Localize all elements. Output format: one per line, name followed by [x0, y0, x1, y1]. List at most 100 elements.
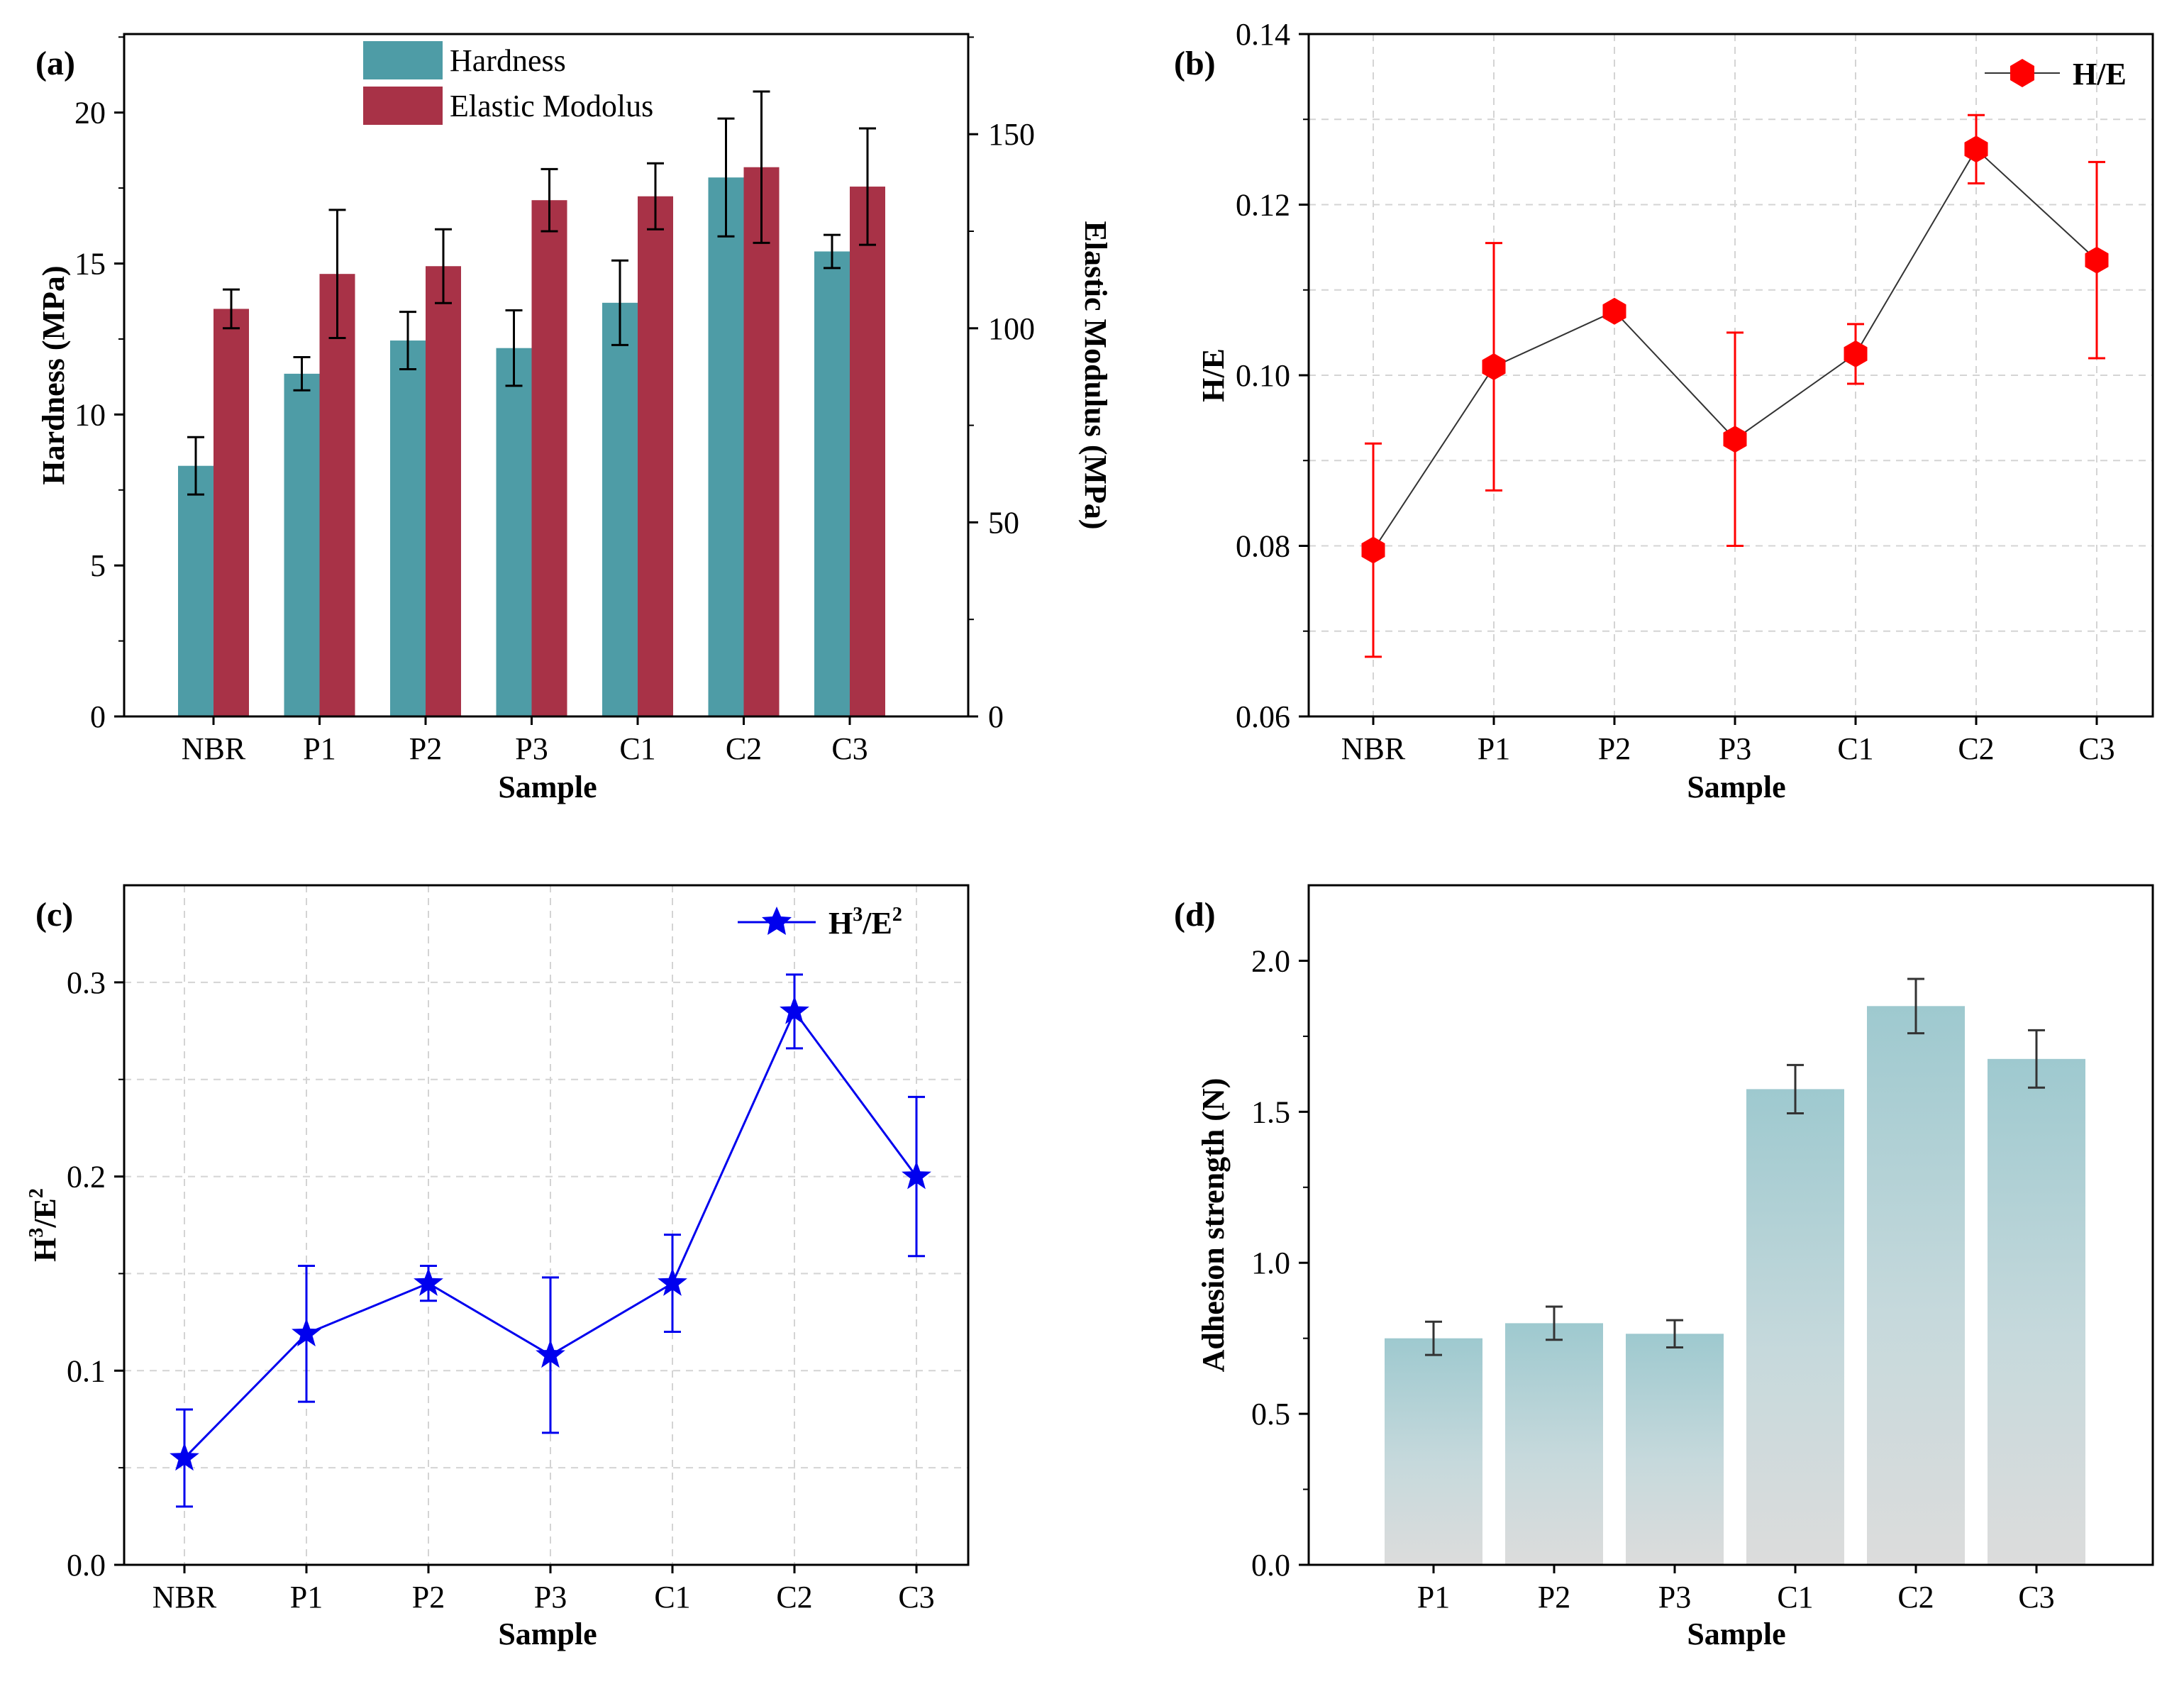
point-marker-P3 [1723, 426, 1747, 453]
x-tick-label-C2: C2 [1958, 731, 1994, 766]
bar-hardness-NBR [178, 465, 214, 716]
bar-adhesion-P2 [1505, 1323, 1603, 1565]
panel-a-frame [123, 33, 970, 718]
y-tick-label-0.3: 0.3 [67, 965, 106, 1000]
x-tick-label-NBR: NBR [153, 1580, 217, 1614]
panel-d-y-axis-title: Adhesion strength (N) [1196, 1078, 1231, 1373]
panel-c-label: (c) [35, 896, 73, 934]
bar-hardness-C1 [602, 302, 638, 716]
x-tick-label-C1: C1 [619, 731, 655, 766]
x-tick-label-P3: P3 [1658, 1580, 1691, 1614]
y2-tick-label-150: 150 [988, 117, 1035, 152]
panel-a-y-axis-title: Hardness (MPa) [36, 265, 71, 484]
x-tick-label-P3: P3 [534, 1580, 567, 1614]
x-tick-label-P1: P1 [303, 731, 336, 766]
bar-adhesion-C2 [1867, 1006, 1965, 1565]
bar-modulus-P1 [319, 274, 355, 716]
y-tick-label-0.12: 0.12 [1236, 188, 1290, 223]
panel-d-x-axis-title: Sample [1687, 1617, 1785, 1651]
y-tick-label-0.06: 0.06 [1236, 699, 1290, 734]
y-tick-label-0: 0 [90, 699, 106, 734]
panel-c-y-axis-title: H3/E2 [26, 1188, 62, 1262]
panel-a-y2-axis-title: Elastic Modulus (MPa) [1078, 221, 1113, 529]
y-tick-label-1.0: 1.0 [1251, 1246, 1290, 1280]
point-marker-NBR [170, 1442, 199, 1471]
x-tick-label-P3: P3 [1719, 731, 1751, 766]
x-tick-label-C2: C2 [776, 1580, 812, 1614]
y-tick-label-0.2: 0.2 [67, 1160, 106, 1195]
point-marker-P2 [414, 1268, 443, 1296]
y2-tick-label-0: 0 [988, 699, 1004, 734]
panel-c-x-axis-title: Sample [498, 1617, 597, 1651]
bar-hardness-C2 [708, 177, 744, 717]
panel-b-label: (b) [1174, 45, 1216, 82]
x-tick-label-C2: C2 [1897, 1580, 1934, 1614]
x-tick-label-P2: P2 [412, 1580, 445, 1614]
y-tick-label-20: 20 [74, 96, 106, 131]
bar-modulus-C1 [638, 196, 673, 716]
point-marker-NBR [1361, 536, 1385, 564]
y-tick-label-0.10: 0.10 [1236, 358, 1290, 393]
y-tick-label-0.14: 0.14 [1236, 17, 1290, 52]
y-tick-label-0.08: 0.08 [1236, 529, 1290, 564]
point-marker-C3 [902, 1160, 931, 1190]
y-tick-label-5: 5 [90, 548, 106, 583]
bar-hardness-P1 [284, 373, 320, 716]
x-tick-label-C2: C2 [726, 731, 762, 766]
bar-modulus-NBR [214, 309, 249, 716]
point-marker-C2 [780, 995, 809, 1024]
bar-adhesion-P3 [1626, 1334, 1724, 1565]
y-tick-label-10: 10 [74, 397, 106, 432]
panel-c-legend: H3/E2 [738, 904, 902, 941]
point-marker-P3 [536, 1339, 565, 1368]
bar-adhesion-C3 [1988, 1058, 2085, 1565]
panel-c-frame [123, 884, 970, 1566]
x-tick-label-NBR: NBR [182, 731, 246, 766]
point-marker-P1 [1482, 353, 1506, 380]
point-marker-P2 [1602, 297, 1626, 325]
y-tick-label-15: 15 [74, 247, 106, 282]
legend-he-marker [2010, 59, 2034, 87]
x-tick-label-P3: P3 [515, 731, 548, 766]
panel-b-legend: H/E [1985, 57, 2127, 92]
x-tick-label-C1: C1 [654, 1580, 690, 1614]
bar-modulus-C3 [850, 187, 885, 717]
legend-he-label: H/E [2073, 57, 2127, 92]
x-tick-label-P2: P2 [1538, 1580, 1570, 1614]
legend-h3e2-label: H3/E2 [828, 904, 902, 941]
y2-tick-label-100: 100 [988, 311, 1035, 346]
panel-a: 0 5 10 15 20 0 50 100 150 NBR P1 P2 P3 C1 C2 C3 (a) S… [35, 33, 1113, 804]
point-marker-P1 [292, 1318, 321, 1347]
bar-modulus-P3 [531, 200, 567, 717]
panel-c: 0.00.10.20.3 NBR P1 P2 P3 C1 C2 C3 (c) Sample … [26, 884, 970, 1651]
bar-hardness-P2 [390, 340, 426, 716]
panel-b: 0.06 0.08 0.10 0.12 0.14 NBR P1 P2 P3 C1 C2 C3 (b)… [1174, 17, 2154, 804]
y-tick-label-2.0: 2.0 [1251, 943, 1290, 978]
bar-hardness-P3 [496, 348, 532, 716]
legend-hardness-label: Hardness [450, 43, 566, 78]
legend-h3e2-marker [762, 907, 792, 935]
x-tick-label-C3: C3 [831, 731, 867, 766]
x-tick-label-C3: C3 [898, 1580, 934, 1614]
y-tick-label-0.0: 0.0 [1251, 1548, 1290, 1583]
x-tick-label-C3: C3 [2078, 731, 2114, 766]
panel-a-legend: Hardness Elastic Modolus [363, 41, 653, 125]
x-tick-label-P1: P1 [290, 1580, 323, 1614]
bar-modulus-P2 [426, 266, 461, 716]
panel-d-label: (d) [1174, 896, 1216, 934]
y-tick-label-0.1: 0.1 [67, 1353, 106, 1388]
legend-hardness-swatch [363, 41, 443, 79]
x-tick-label-C1: C1 [1777, 1580, 1813, 1614]
legend-modulus-swatch [363, 87, 443, 125]
bar-adhesion-P1 [1385, 1338, 1482, 1565]
x-tick-label-NBR: NBR [1341, 731, 1406, 766]
panel-d: 0.00.51.01.52.0 P1 P2 P3 C1 C2 C3 (d) Sample … [1174, 884, 2154, 1651]
panel-a-x-axis-title: Sample [498, 770, 597, 804]
y-tick-label-1.5: 1.5 [1251, 1095, 1290, 1129]
y-tick-label-0.5: 0.5 [1251, 1397, 1290, 1431]
bar-modulus-C2 [743, 167, 780, 716]
panel-d-frame [1307, 884, 2154, 1566]
panel-a-label: (a) [35, 45, 75, 82]
x-tick-label-C3: C3 [2018, 1580, 2054, 1614]
